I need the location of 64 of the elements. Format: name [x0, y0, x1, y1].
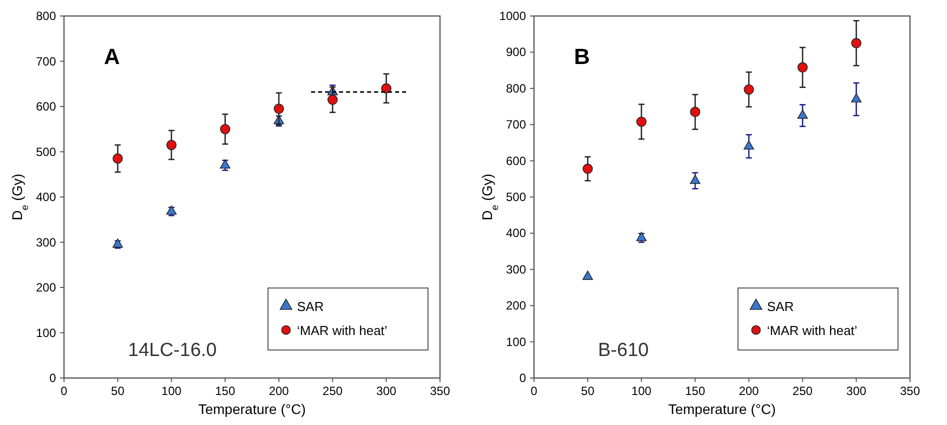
point	[166, 140, 177, 150]
x-tick-label: 150	[215, 384, 236, 398]
point	[582, 164, 593, 174]
y-tick-label: 800	[36, 9, 56, 23]
point	[690, 174, 700, 184]
y-tick-label: 700	[506, 118, 526, 132]
x-tick-label: 250	[322, 384, 343, 398]
y-tick-label: 0	[49, 371, 56, 385]
legend-label: ‘MAR with heat’	[767, 323, 858, 338]
point	[797, 110, 808, 119]
y-tick-label: 200	[506, 298, 526, 313]
annotation: A	[104, 44, 120, 69]
x-tick-label: 0	[530, 384, 538, 398]
point	[797, 62, 808, 73]
point	[851, 93, 862, 102]
point	[220, 159, 230, 168]
x-axis-title: Temperature (°C)	[668, 401, 776, 417]
y-tick-label: 900	[506, 45, 526, 60]
x-axis-title: Temperature (°C)	[198, 401, 306, 417]
annotation: B	[574, 44, 590, 69]
x-tick-label: 200	[738, 384, 760, 398]
point	[112, 153, 123, 164]
annotation: 14LC-16.0	[128, 340, 217, 361]
legend-label: SAR	[297, 299, 324, 314]
x-tick-label: 150	[685, 384, 706, 398]
point	[274, 104, 284, 114]
y-tick-label: 100	[506, 334, 526, 349]
point	[744, 84, 754, 95]
x-tick-label: 350	[900, 384, 920, 398]
legend-label: ‘MAR with heat’	[297, 323, 388, 338]
y-tick-label: 0	[519, 371, 526, 385]
x-tick-label: 100	[631, 384, 652, 398]
annotation: B-610	[598, 340, 649, 361]
y-tick-label: 200	[36, 280, 56, 294]
y-tick-label: 600	[506, 154, 526, 168]
y-tick-label: 800	[506, 81, 526, 96]
y-tick-label: 300	[36, 235, 56, 250]
x-tick-label: 0	[60, 384, 68, 398]
y-tick-label: 100	[36, 326, 56, 340]
x-tick-label: 350	[430, 384, 450, 398]
x-tick-label: 100	[161, 384, 182, 398]
y-tick-label: 600	[36, 100, 56, 114]
legend-label: SAR	[767, 299, 794, 314]
y-tick-label: 700	[36, 54, 56, 68]
point	[744, 140, 754, 150]
x-tick-label: 50	[581, 384, 595, 398]
y-tick-label: 400	[36, 190, 56, 204]
y-tick-label: 500	[36, 144, 56, 159]
x-tick-label: 250	[792, 384, 813, 398]
point	[327, 94, 338, 105]
point	[851, 38, 862, 48]
y-tick-label: 500	[506, 190, 526, 204]
x-tick-label: 50	[111, 384, 125, 398]
x-tick-label: 300	[376, 384, 397, 398]
point	[690, 106, 700, 118]
x-tick-label: 300	[846, 384, 867, 398]
point	[381, 83, 392, 94]
y-tick-label: 1000	[499, 9, 526, 23]
point	[636, 116, 647, 127]
y-tick-label: 400	[506, 226, 526, 240]
point	[582, 270, 593, 280]
point	[220, 124, 230, 134]
x-tick-label: 200	[268, 384, 290, 398]
y-tick-label: 300	[506, 262, 526, 276]
